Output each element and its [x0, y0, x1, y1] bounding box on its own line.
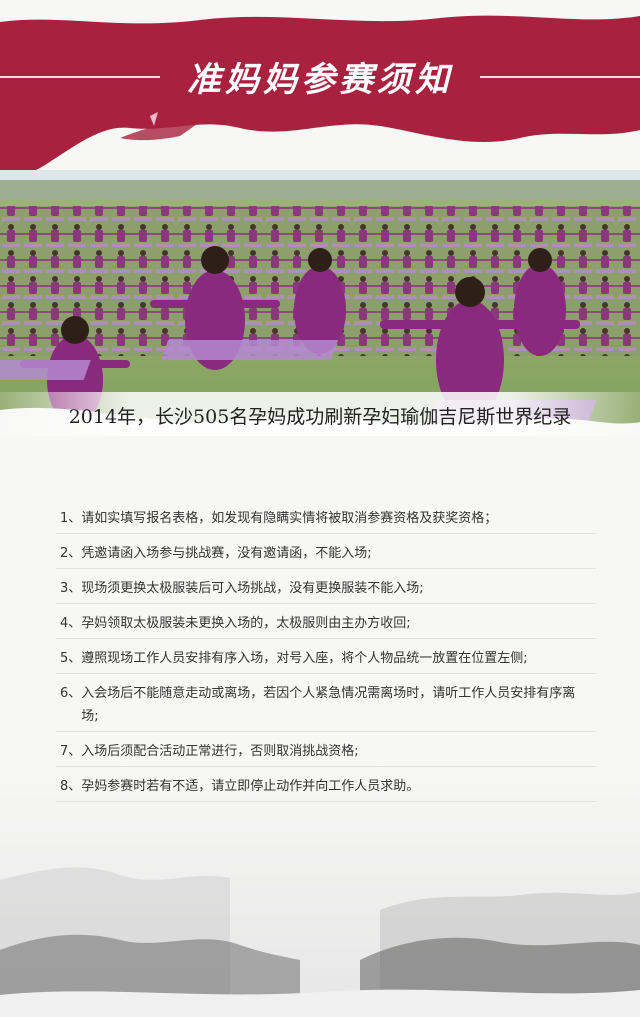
- list-item: 1、 请如实填写报名表格，如发现有隐瞒实情将被取消参赛资格及获奖资格；: [56, 505, 596, 534]
- item-number: 3、: [60, 581, 82, 596]
- ink-landscape: [0, 760, 640, 1017]
- item-text: 遵照现场工作人员安排有序入场，对号入座，将个人物品统一放置在位置左侧;: [81, 651, 528, 666]
- rules-list: 1、 请如实填写报名表格，如发现有隐瞒实情将被取消参赛资格及获奖资格； 2、 凭…: [56, 505, 596, 808]
- list-item: 6、 入会场后不能随意走动或离场，若因个人紧急情况需离场时，请听工作人员安排有序…: [56, 680, 596, 732]
- item-number: 1、: [60, 511, 82, 526]
- list-item: 3、 现场须更换太极服装后可入场挑战，没有更换服装不能入场;: [56, 575, 596, 604]
- item-text: 凭邀请函入场参与挑战赛，没有邀请函，不能入场;: [81, 546, 372, 561]
- item-text: 孕妈参赛时若有不适，请立即停止动作并向工作人员求助。: [81, 779, 420, 794]
- list-item: 8、 孕妈参赛时若有不适，请立即停止动作并向工作人员求助。: [56, 773, 596, 802]
- photo-caption: 2014年，长沙505名孕妈成功刷新孕妇瑜伽吉尼斯世界纪录: [68, 406, 572, 428]
- item-number: 8、: [60, 779, 82, 794]
- list-item: 4、 孕妈领取太极服装未更换入场的，太极服则由主办方收回;: [56, 610, 596, 639]
- list-item: 2、 凭邀请函入场参与挑战赛，没有邀请函，不能入场;: [56, 540, 596, 569]
- item-text: 孕妈领取太极服装未更换入场的，太极服则由主办方收回;: [81, 616, 411, 631]
- title-row: 准妈妈参赛须知: [0, 48, 640, 104]
- list-item: 5、 遵照现场工作人员安排有序入场，对号入座，将个人物品统一放置在位置左侧;: [56, 645, 596, 674]
- item-text: 请如实填写报名表格，如发现有隐瞒实情将被取消参赛资格及获奖资格；: [81, 511, 498, 526]
- title-divider-right: [480, 76, 640, 78]
- item-number: 4、: [60, 616, 82, 631]
- item-number: 5、: [60, 651, 82, 666]
- item-number: 7、: [60, 744, 82, 759]
- list-item: 7、 入场后须配合活动正常进行，否则取消挑战资格;: [56, 738, 596, 767]
- item-text: 现场须更换太极服装后可入场挑战，没有更换服装不能入场;: [81, 581, 424, 596]
- title-banner: [0, 15, 640, 178]
- item-text: 入会场后不能随意走动或离场，若因个人紧急情况需离场时，请听工作人员安排有序离场;: [81, 686, 576, 724]
- page-title: 准妈妈参赛须知: [187, 59, 453, 100]
- item-text: 入场后须配合活动正常进行，否则取消挑战资格;: [81, 744, 359, 759]
- caption-band: [0, 392, 640, 436]
- item-number: 6、: [60, 686, 82, 701]
- title-divider-left: [0, 76, 160, 78]
- item-number: 2、: [60, 546, 82, 561]
